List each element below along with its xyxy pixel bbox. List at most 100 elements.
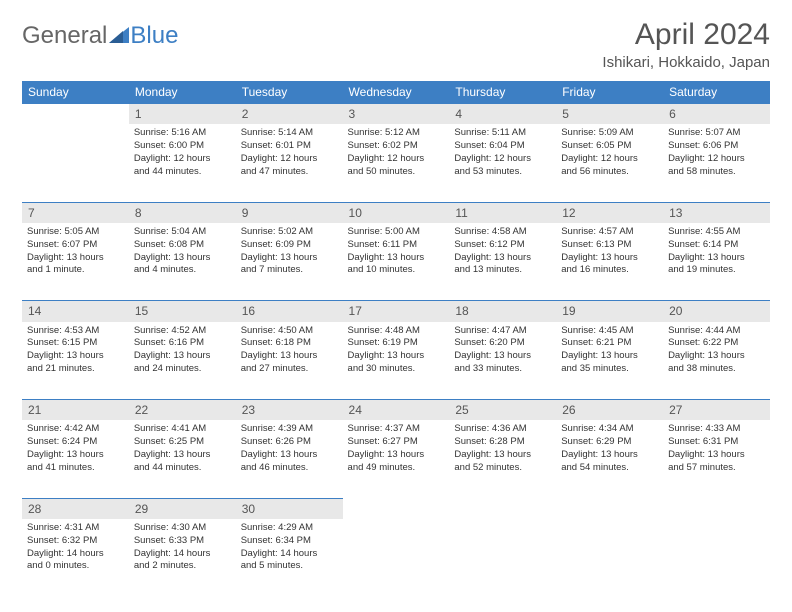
day-content-cell: Sunrise: 4:39 AMSunset: 6:26 PMDaylight:… xyxy=(236,420,343,498)
day-content-cell: Sunrise: 4:55 AMSunset: 6:14 PMDaylight:… xyxy=(663,223,770,301)
day-info-line: and 54 minutes. xyxy=(561,462,658,475)
day-number-cell: 27 xyxy=(663,400,770,421)
logo-text-1: General xyxy=(22,22,107,50)
day-content-row: Sunrise: 4:42 AMSunset: 6:24 PM Daylight:… xyxy=(22,420,770,498)
weekday-header: Saturday xyxy=(663,81,770,104)
day-info-line: and 53 minutes. xyxy=(454,166,551,179)
day-content-row: Sunrise: 4:31 AMSunset: 6:32 PMDaylight:… xyxy=(22,519,770,597)
day-info-line: Daylight: 13 hours xyxy=(348,449,445,462)
day-info-line: Sunrise: 5:02 AM xyxy=(241,226,338,239)
day-content-cell: Sunrise: 4:42 AMSunset: 6:24 PMDaylight:… xyxy=(22,420,129,498)
day-info-line: Sunset: 6:24 PM xyxy=(27,436,124,449)
day-number-cell: 3 xyxy=(343,104,450,125)
day-info-line: Sunrise: 5:07 AM xyxy=(668,127,765,140)
day-info-line: Sunrise: 4:33 AM xyxy=(668,423,765,436)
day-info-line: Sunrise: 4:37 AM xyxy=(348,423,445,436)
day-info-line: and 33 minutes. xyxy=(454,363,551,376)
day-info-line: Sunrise: 5:11 AM xyxy=(454,127,551,140)
day-info-line: Sunrise: 4:45 AM xyxy=(561,325,658,338)
day-number-cell: 9 xyxy=(236,202,343,223)
day-info-line: Sunrise: 4:41 AM xyxy=(134,423,231,436)
day-number-cell: 2 xyxy=(236,104,343,125)
weekday-header: Friday xyxy=(556,81,663,104)
day-info-line: Sunrise: 4:29 AM xyxy=(241,522,338,535)
day-info-line: Daylight: 13 hours xyxy=(668,350,765,363)
day-info-line: Sunrise: 4:30 AM xyxy=(134,522,231,535)
day-content-cell: Sunrise: 4:44 AMSunset: 6:22 PMDaylight:… xyxy=(663,322,770,400)
day-content-cell: Sunrise: 4:52 AMSunset: 6:16 PMDaylight:… xyxy=(129,322,236,400)
day-info-line: and 47 minutes. xyxy=(241,166,338,179)
day-info-line: Sunset: 6:00 PM xyxy=(134,140,231,153)
day-info-line: Daylight: 12 hours xyxy=(561,153,658,166)
day-info-line: Sunrise: 4:34 AM xyxy=(561,423,658,436)
day-number-cell: 24 xyxy=(343,400,450,421)
day-number-cell: 16 xyxy=(236,301,343,322)
day-content-cell: Sunrise: 4:30 AMSunset: 6:33 PMDaylight:… xyxy=(129,519,236,597)
day-content-cell xyxy=(22,124,129,202)
day-info-line: Sunrise: 4:55 AM xyxy=(668,226,765,239)
day-info-line: Daylight: 13 hours xyxy=(27,350,124,363)
day-info-line: Sunset: 6:19 PM xyxy=(348,337,445,350)
day-number-cell: 21 xyxy=(22,400,129,421)
day-info-line: Sunrise: 4:50 AM xyxy=(241,325,338,338)
day-number-cell xyxy=(663,498,770,519)
day-info-line: and 4 minutes. xyxy=(134,264,231,277)
day-info-line: Sunrise: 4:42 AM xyxy=(27,423,124,436)
day-info-line: Daylight: 13 hours xyxy=(134,449,231,462)
day-info-line: Daylight: 12 hours xyxy=(454,153,551,166)
day-number-cell: 6 xyxy=(663,104,770,125)
day-info-line: and 44 minutes. xyxy=(134,462,231,475)
weekday-header-row: Sunday Monday Tuesday Wednesday Thursday… xyxy=(22,81,770,104)
day-info-line: Sunset: 6:13 PM xyxy=(561,239,658,252)
day-number-cell: 13 xyxy=(663,202,770,223)
day-info-line: and 52 minutes. xyxy=(454,462,551,475)
day-number-cell: 23 xyxy=(236,400,343,421)
weekday-header: Sunday xyxy=(22,81,129,104)
day-info-line: Sunset: 6:21 PM xyxy=(561,337,658,350)
day-info-line: and 10 minutes. xyxy=(348,264,445,277)
day-info-line: and 44 minutes. xyxy=(134,166,231,179)
day-number-cell: 22 xyxy=(129,400,236,421)
day-info-line: Daylight: 13 hours xyxy=(241,350,338,363)
day-content-cell: Sunrise: 4:53 AMSunset: 6:15 PMDaylight:… xyxy=(22,322,129,400)
day-content-row: Sunrise: 4:53 AMSunset: 6:15 PMDaylight:… xyxy=(22,322,770,400)
weekday-header: Wednesday xyxy=(343,81,450,104)
calendar-table: Sunday Monday Tuesday Wednesday Thursday… xyxy=(22,81,770,597)
day-content-cell: Sunrise: 5:11 AMSunset: 6:04 PMDaylight:… xyxy=(449,124,556,202)
day-info-line: Sunset: 6:18 PM xyxy=(241,337,338,350)
day-info-line: Daylight: 12 hours xyxy=(134,153,231,166)
day-info-line: and 50 minutes. xyxy=(348,166,445,179)
day-info-line: Sunset: 6:11 PM xyxy=(348,239,445,252)
day-info-line: Sunset: 6:25 PM xyxy=(134,436,231,449)
day-info-line: Sunset: 6:20 PM xyxy=(454,337,551,350)
day-info-line: and 21 minutes. xyxy=(27,363,124,376)
day-info-line: Sunset: 6:12 PM xyxy=(454,239,551,252)
day-info-line: Daylight: 13 hours xyxy=(134,252,231,265)
day-info-line: and 27 minutes. xyxy=(241,363,338,376)
day-info-line: and 56 minutes. xyxy=(561,166,658,179)
day-number-row: 282930 xyxy=(22,498,770,519)
day-info-line: Sunrise: 4:58 AM xyxy=(454,226,551,239)
day-content-cell: Sunrise: 5:05 AMSunset: 6:07 PMDaylight:… xyxy=(22,223,129,301)
logo-triangle-icon xyxy=(109,22,129,50)
day-content-cell: Sunrise: 4:31 AMSunset: 6:32 PMDaylight:… xyxy=(22,519,129,597)
day-number-cell: 19 xyxy=(556,301,663,322)
logo-text-2: Blue xyxy=(130,22,178,50)
page-title: April 2024 xyxy=(602,18,770,52)
day-info-line: Sunset: 6:32 PM xyxy=(27,535,124,548)
day-info-line: and 49 minutes. xyxy=(348,462,445,475)
day-number-cell: 20 xyxy=(663,301,770,322)
day-number-cell: 1 xyxy=(129,104,236,125)
day-content-cell: Sunrise: 4:36 AMSunset: 6:28 PMDaylight:… xyxy=(449,420,556,498)
day-info-line: Sunset: 6:27 PM xyxy=(348,436,445,449)
day-info-line: and 30 minutes. xyxy=(348,363,445,376)
day-info-line: Daylight: 13 hours xyxy=(241,252,338,265)
day-number-cell xyxy=(343,498,450,519)
day-content-cell: Sunrise: 5:16 AMSunset: 6:00 PMDaylight:… xyxy=(129,124,236,202)
day-number-cell xyxy=(22,104,129,125)
day-info-line: and 41 minutes. xyxy=(27,462,124,475)
day-info-line: and 5 minutes. xyxy=(241,560,338,573)
day-number-cell: 11 xyxy=(449,202,556,223)
day-info-line: Sunset: 6:14 PM xyxy=(668,239,765,252)
day-number-cell: 25 xyxy=(449,400,556,421)
